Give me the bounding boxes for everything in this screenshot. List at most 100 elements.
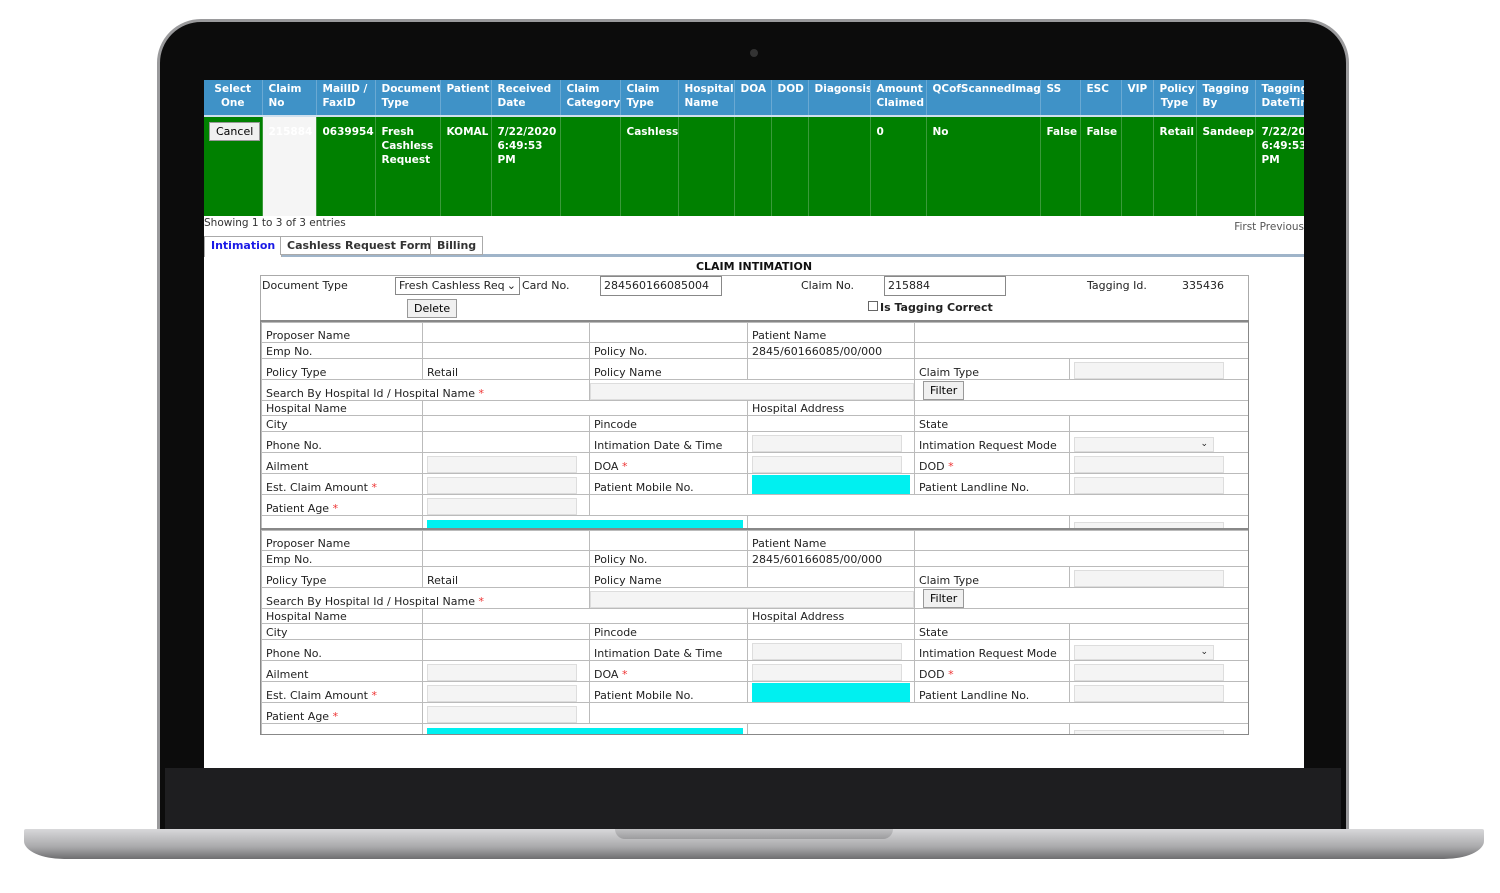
table-cell: 215884 [262,116,317,216]
state-label: State [919,626,949,639]
mobile-input[interactable] [752,475,910,494]
landline-input[interactable] [1074,477,1224,494]
column-header[interactable]: Patient [440,80,492,117]
tab-billing[interactable]: Billing [430,236,484,255]
mobile-input[interactable] [752,683,910,702]
column-header[interactable]: Hospital Name [678,80,735,117]
search-hospital-input[interactable] [590,383,914,400]
column-header[interactable]: DOA [734,80,772,117]
field-label: DOA * [589,660,748,682]
ailment-input[interactable] [427,664,577,681]
form-row: Ailment DOA * DOD * [261,660,1248,682]
table-cell: 7/22/2020 6:49:53 PM [491,116,561,216]
est-amount-input[interactable] [427,685,577,702]
field-label: Patient Age * [261,494,423,516]
column-header[interactable]: Tagging By [1196,80,1256,117]
intimation_mode-label: Intimation Request Mode [919,647,1057,660]
email-cell [422,515,748,528]
field-label: Ailment [261,660,423,682]
column-header[interactable]: QCofScannedImage [926,80,1041,117]
city-label: City [266,418,288,431]
claim-type-input[interactable] [1074,362,1224,379]
intimation_mode-label: Intimation Request Mode [919,439,1057,452]
form-row: Policy Type Retail Policy Name Claim Type [261,566,1248,588]
contact-relative-cell [1069,723,1248,734]
ailment-input[interactable] [427,456,577,473]
column-header[interactable]: Claim No [262,80,317,117]
search-hospital-input[interactable] [590,591,914,608]
policy_no_value-value: 2845/60166085/00/000 [747,342,915,359]
filter-cell: Filter [914,379,1248,401]
empty-cell [747,623,915,640]
field-label: Intimation Date & Time [589,431,748,453]
tab-intimation[interactable]: Intimation [204,236,283,257]
column-header[interactable]: Received Date [491,80,561,117]
email-input[interactable] [427,520,743,528]
column-header[interactable]: Tagging DateTime [1255,80,1304,117]
column-header[interactable]: Amount Claimed [870,80,927,117]
field-label: Intimation Request Mode [914,639,1070,661]
column-header[interactable]: Claim Category [560,80,621,117]
doa-label: DOA [594,460,619,473]
contact-relative-input[interactable] [1074,730,1224,734]
column-header[interactable]: DOD [771,80,809,117]
hospital_address-label: Hospital Address [752,402,845,415]
field-label: Intimation Date & Time [589,639,748,661]
table-row[interactable]: Cancel 215884 0639954 Fresh Cashless Reques… [204,116,1304,216]
field-label: Email Id [261,515,423,528]
filter-button[interactable]: Filter [923,381,965,400]
field-label: Search By Hospital Id / Hospital Name * [261,379,590,401]
empty-cell [589,322,748,343]
column-header[interactable]: MailID / FaxID [316,80,376,117]
empty-cell [914,342,1248,359]
form-row: Ailment DOA * DOD * [261,452,1248,474]
pagination[interactable]: First Previous [1234,221,1304,233]
intimation-mode-cell: ⌄ [1069,639,1248,661]
tab-cashless-request-form[interactable]: Cashless Request Form [280,236,439,255]
claim-type-input[interactable] [1074,570,1224,587]
column-header[interactable]: Diagonsis [808,80,871,117]
email-input[interactable] [427,728,743,734]
intimation-mode-select[interactable]: ⌄ [1074,437,1214,452]
policy_type_value-value: Retail [422,358,590,380]
dod-input[interactable] [1074,456,1224,473]
claim-no-field[interactable]: 215884 [884,276,1006,296]
column-header[interactable]: VIP [1121,80,1154,117]
field-label: Intimation Request Mode [914,431,1070,453]
intimation-datetime-input[interactable] [752,435,902,452]
age-input[interactable] [427,706,577,723]
age-cell [422,494,590,516]
field-label: Patient Landline No. [914,681,1070,703]
intimation-datetime-input[interactable] [752,643,902,660]
column-header[interactable]: ESC [1080,80,1122,117]
required-marker: * [948,668,954,681]
form-row: Patient Age * [261,702,1248,724]
est-amount-input[interactable] [427,477,577,494]
search-hospital-label: Search By Hospital Id / Hospital Name [266,595,475,608]
document-header: Document Type Fresh Cashless Req ⌄ Card N… [260,275,1249,321]
intimation-mode-select[interactable]: ⌄ [1074,645,1214,660]
doa-input[interactable] [752,456,902,473]
field-label: Hospital Address [747,400,915,416]
field-label: Hospital Name [261,400,423,416]
age-input[interactable] [427,498,577,515]
column-header[interactable]: Document Type [375,80,441,117]
column-header[interactable]: Policy Type [1153,80,1197,117]
empty-cell [422,342,590,359]
column-header[interactable]: Claim Type [620,80,679,117]
dod-input[interactable] [1074,664,1224,681]
filter-button[interactable]: Filter [923,589,965,608]
column-header[interactable]: Select One [204,80,263,117]
doa-input[interactable] [752,664,902,681]
contact-relative-input[interactable] [1074,522,1224,528]
empty-cell [422,639,590,661]
column-header[interactable]: SS [1040,80,1081,117]
dod-label: DOD [919,668,945,681]
empty-cell [1069,623,1248,640]
document-type-select[interactable]: Fresh Cashless Req ⌄ [395,277,520,295]
card-no-field[interactable]: 284560166085004 [600,276,722,296]
landline-input[interactable] [1074,685,1224,702]
tagging-correct-checkbox[interactable] [868,301,878,311]
delete-button[interactable]: Delete [407,299,458,318]
cancel-button[interactable]: Cancel [209,122,261,141]
